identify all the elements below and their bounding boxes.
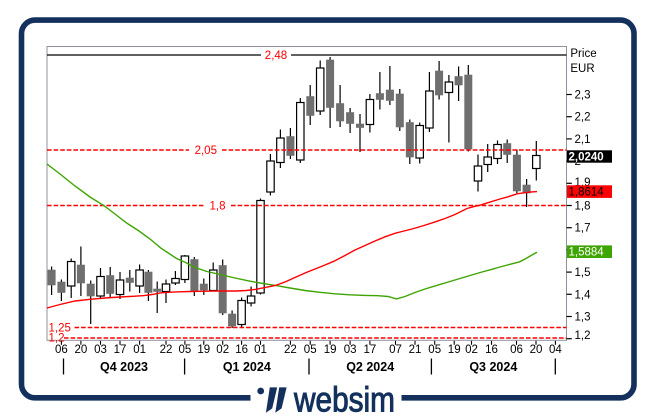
svg-text:20: 20 bbox=[75, 344, 88, 356]
svg-text:05: 05 bbox=[179, 344, 192, 356]
svg-text:2,0240: 2,0240 bbox=[569, 151, 604, 163]
svg-text:Q3 2024: Q3 2024 bbox=[469, 360, 517, 374]
svg-text:01: 01 bbox=[133, 344, 146, 356]
svg-text:22: 22 bbox=[284, 344, 297, 356]
svg-text:21: 21 bbox=[409, 344, 422, 356]
svg-text:02: 02 bbox=[465, 344, 478, 356]
svg-text:1,8: 1,8 bbox=[210, 201, 226, 213]
svg-text:2,05: 2,05 bbox=[195, 145, 217, 157]
svg-text:2,3: 2,3 bbox=[575, 90, 591, 102]
svg-text:1,7: 1,7 bbox=[575, 223, 591, 235]
svg-text:1,5: 1,5 bbox=[575, 267, 591, 279]
svg-text:16: 16 bbox=[235, 344, 248, 356]
svg-text:17: 17 bbox=[114, 344, 127, 356]
svg-text:05: 05 bbox=[428, 344, 441, 356]
svg-text:1,3: 1,3 bbox=[575, 312, 591, 324]
svg-text:05: 05 bbox=[304, 344, 317, 356]
svg-text:16: 16 bbox=[485, 344, 498, 356]
svg-text:19: 19 bbox=[448, 344, 461, 356]
svg-text:websim: websim bbox=[293, 381, 395, 419]
svg-text:07: 07 bbox=[389, 344, 402, 356]
svg-text:2,1: 2,1 bbox=[575, 134, 591, 146]
svg-text:22: 22 bbox=[160, 344, 173, 356]
svg-text:EUR: EUR bbox=[570, 63, 594, 75]
svg-text:1,2: 1,2 bbox=[49, 332, 65, 344]
svg-text:1,8614: 1,8614 bbox=[569, 187, 605, 199]
svg-text:1,5884: 1,5884 bbox=[569, 247, 605, 259]
svg-text:1,4: 1,4 bbox=[575, 289, 592, 301]
svg-text:06: 06 bbox=[510, 344, 523, 356]
svg-text:06: 06 bbox=[55, 344, 68, 356]
svg-text:1,2: 1,2 bbox=[575, 330, 591, 342]
svg-text:Q1 2024: Q1 2024 bbox=[223, 360, 271, 374]
svg-text:1,8: 1,8 bbox=[575, 201, 591, 213]
svg-text:19: 19 bbox=[324, 344, 337, 356]
svg-text:02: 02 bbox=[216, 344, 229, 356]
svg-text:03: 03 bbox=[344, 344, 357, 356]
svg-text:2,2: 2,2 bbox=[575, 112, 591, 124]
svg-text:20: 20 bbox=[530, 344, 543, 356]
svg-text:04: 04 bbox=[549, 344, 562, 356]
svg-text:2,48: 2,48 bbox=[265, 50, 287, 62]
svg-text:1,25: 1,25 bbox=[49, 322, 71, 334]
svg-text:03: 03 bbox=[94, 344, 107, 356]
svg-text:01: 01 bbox=[254, 344, 267, 356]
svg-text:19: 19 bbox=[197, 344, 210, 356]
svg-text:Price: Price bbox=[570, 48, 596, 60]
svg-text:Q2 2024: Q2 2024 bbox=[346, 360, 394, 374]
svg-text:17: 17 bbox=[364, 344, 377, 356]
svg-text:Q4 2023: Q4 2023 bbox=[100, 360, 148, 374]
